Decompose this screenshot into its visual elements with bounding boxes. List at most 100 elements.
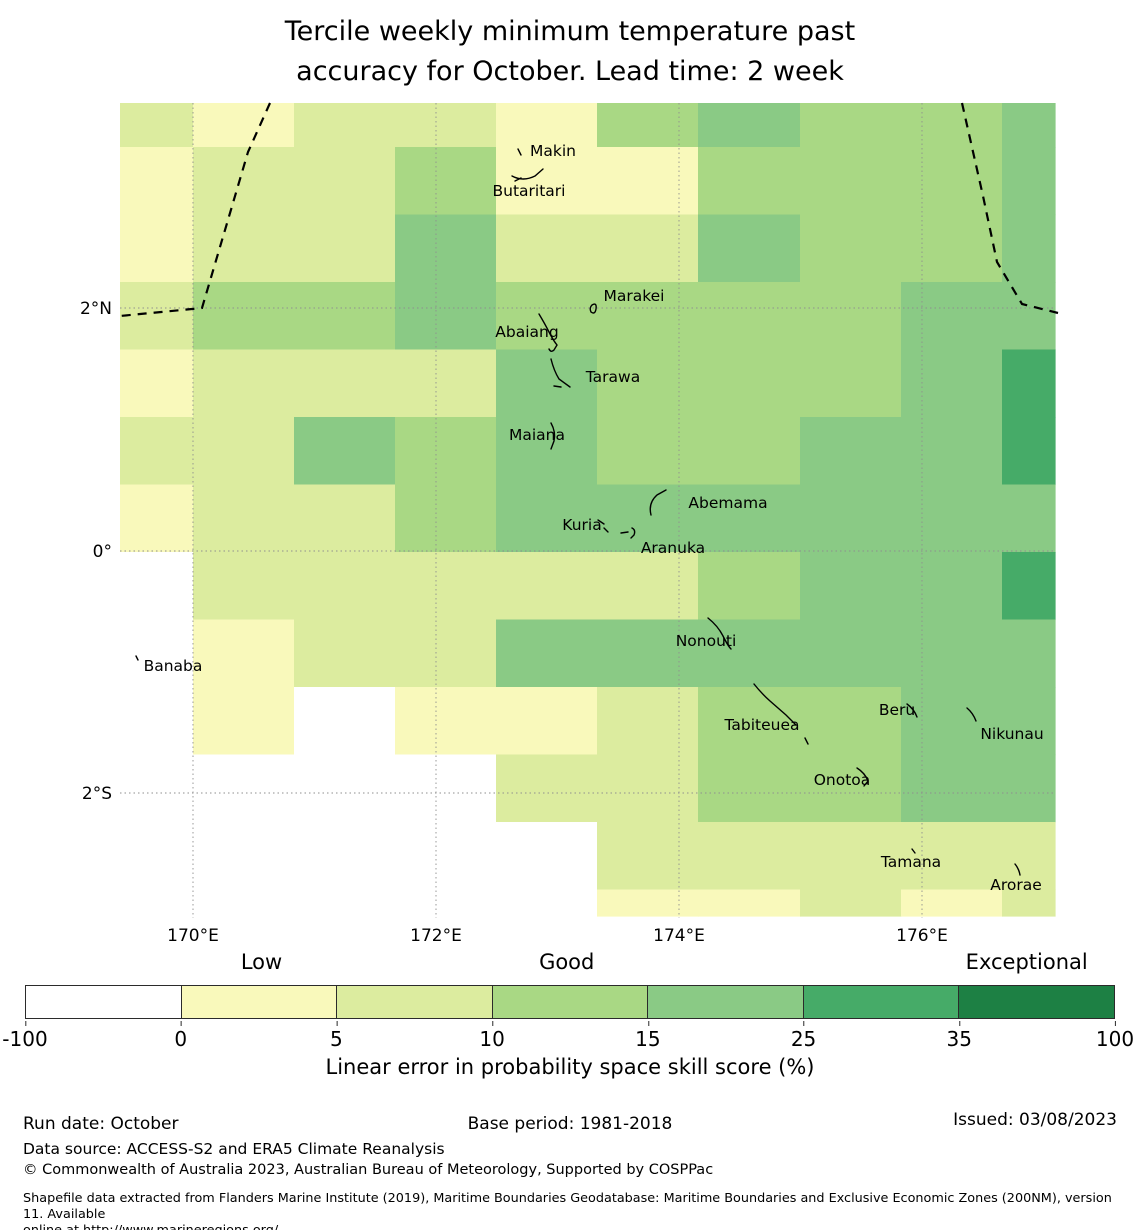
chart-title: Tercile weekly minimum temperature past … [0,12,1140,92]
map-cell [294,103,396,148]
map-cell [395,214,497,283]
colorbar-tick: 5 [330,1021,343,1051]
colorbar-segment [959,986,1115,1018]
map-cell [120,484,194,553]
island-outline-abemama [649,489,667,516]
island-label-makin: Makin [530,142,576,160]
map-cell [597,282,699,351]
x-axis-tick-label: 174°E [653,926,705,946]
footer-shapefile-line1: Shapefile data extracted from Flanders M… [23,1191,1112,1222]
map-cell [395,282,497,351]
map-cell [294,822,396,891]
chart-title-line2: accuracy for October. Lead time: 2 week [296,56,844,87]
map-cell [698,282,801,351]
colorbar-tick: 25 [790,1021,817,1051]
map-cell [800,619,902,688]
map-cell [597,484,699,553]
map-cell [901,147,1003,216]
colorbar-segment [337,986,493,1018]
map-cell [294,889,396,917]
colorbar-tick: 0 [174,1021,188,1051]
map-cell [698,147,801,216]
map-cell [1002,552,1056,621]
colorbar-segment [803,986,960,1018]
map-cell [294,417,396,486]
map-cell [496,214,598,283]
map-cell [120,822,194,891]
map-cell [698,754,801,823]
map-cell [496,619,598,688]
map-cell [597,687,699,756]
colorbar-segment [26,986,182,1018]
map-cell [597,754,699,823]
island-outline-kuria [597,519,609,533]
map-cell [193,417,295,486]
island-outline-marakei [589,303,597,314]
island-outline-tabiteuea [753,683,809,745]
colorbar-quality-label-good: Good [539,950,595,974]
map-cell [1002,619,1056,688]
map-cell [120,619,194,688]
map-cell [496,687,598,756]
map-cell [597,822,699,891]
map-cell [294,484,396,553]
island-label-tamana: Tamana [880,853,941,871]
map-cell [193,687,295,756]
island-label-abemama: Abemama [688,494,767,512]
map-cell [120,282,194,351]
island-outline-banaba [135,655,139,661]
island-outline-aranuka [620,527,636,539]
island-outline-maiana [550,422,556,450]
map-cell [193,754,295,823]
map-cell [120,889,194,917]
island-label-banaba: Banaba [144,657,203,675]
map-cell [496,282,598,351]
map-cell [901,349,1003,418]
map-cell [800,687,902,756]
map-cell [1002,889,1056,917]
map-cell [120,103,194,148]
island-label-maiana: Maiana [509,426,565,444]
map-cell [800,282,902,351]
map-cell [698,889,801,917]
map-cell [496,147,598,216]
island-label-tabiteuea: Tabiteuea [723,716,799,734]
map-cell [901,214,1003,283]
map-cell [1002,687,1056,756]
map-cell [698,619,801,688]
map-cell [496,552,598,621]
colorbar-axis-label: Linear error in probability space skill … [325,1055,815,1079]
map-cell [193,619,295,688]
island-label-tarawa: Tarawa [585,368,640,386]
map-cell [395,147,497,216]
map-cell [1002,822,1056,891]
map-cell [1002,417,1056,486]
map-cell [698,103,801,148]
map-cell [901,417,1003,486]
island-outline-nonouti [707,617,732,650]
island-outline-arorae [1014,863,1021,876]
island-outline-onotoa [856,767,869,787]
colorbar-tick: 35 [946,1021,973,1051]
island-label-aranuka: Aranuka [641,539,705,557]
map-cell [120,147,194,216]
map-cell [294,349,396,418]
footer-shapefile-attribution: Shapefile data extracted from Flanders M… [23,1191,1123,1230]
island-label-beru: Beru [879,701,915,719]
map-cell [294,754,396,823]
colorbar-tick: 100 [1095,1021,1135,1051]
map-cell [597,552,699,621]
colorbar: Low Good Exceptional [25,950,1115,1019]
colorbar-gradient-strip [25,985,1115,1019]
map-cell [698,484,801,553]
map-cell [395,687,497,756]
map-cell [193,552,295,621]
map-cell [901,822,1003,891]
map-cell [193,103,295,148]
chart-title-line1: Tercile weekly minimum temperature past [284,16,856,47]
map-cell [1002,103,1056,148]
map-cell [496,754,598,823]
x-axis-tick-label: 172°E [410,926,462,946]
map-cell [901,889,1003,917]
map-cell [1002,754,1056,823]
